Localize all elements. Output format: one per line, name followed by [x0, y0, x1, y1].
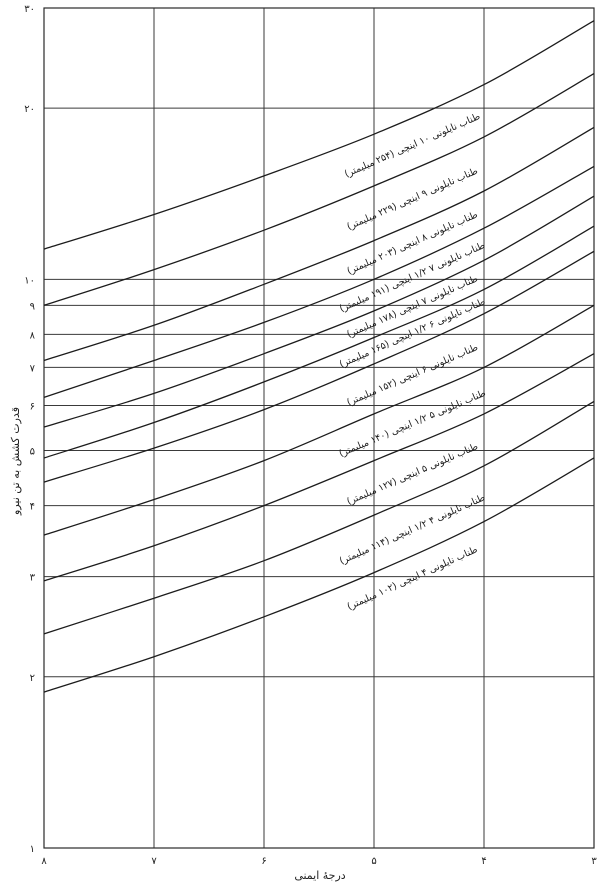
- x-tick-label: ۸: [41, 856, 47, 867]
- series-curves: [43, 20, 595, 693]
- y-tick-label: ۹: [30, 301, 35, 312]
- y-tick-label: ۸: [30, 330, 36, 341]
- series-labels: طناب نایلونی ۱۰ اینچی (۲۵۴ میلیمتر)طناب …: [338, 111, 488, 613]
- y-tick-label: ۱: [30, 844, 35, 855]
- series-curve-5: [43, 225, 595, 459]
- y-tick-label: ۳: [30, 573, 36, 584]
- y-tick-label: ۲: [30, 673, 35, 684]
- y-tick-label: ۴: [30, 502, 35, 513]
- y-tick-label: ۵: [30, 447, 35, 458]
- y-tick-label: ۶: [30, 401, 35, 412]
- x-tick-label: ۶: [261, 856, 266, 867]
- x-axis-title: درجهٔ ایمنی: [294, 869, 345, 882]
- y-axis-title: قدرت کشش به تن نیرو: [9, 407, 22, 516]
- grid: [43, 7, 595, 849]
- series-label-8: طناب نایلونی ۵ اینچی (۱۲۷ میلیمتر): [345, 441, 479, 507]
- series-curve-2: [43, 126, 595, 362]
- series-curve-6: [43, 250, 595, 483]
- series-curve-8: [43, 353, 595, 582]
- series-curve-3: [43, 165, 595, 399]
- series-curve-9: [43, 400, 595, 635]
- tick-labels: ۸ ۷ ۶ ۵ ۴ ۳ ۱ ۲ ۳ ۴ ۵ ۶ ۷ ۸ ۹ ۱۰ ۲۰ ۳۰: [24, 4, 597, 867]
- x-tick-label: ۴: [481, 856, 486, 867]
- plot-frame: [43, 7, 595, 849]
- y-tick-label: ۷: [30, 363, 36, 374]
- series-curve-0: [43, 20, 595, 250]
- series-curve-1: [43, 73, 595, 306]
- y-tick-label: ۳۰: [24, 4, 35, 15]
- series-curve-10: [43, 457, 595, 693]
- series-curve-4: [43, 195, 595, 428]
- x-tick-label: ۵: [371, 856, 376, 867]
- x-tick-label: ۷: [151, 856, 157, 867]
- series-curve-7: [43, 304, 595, 536]
- y-tick-label: ۲۰: [24, 104, 35, 115]
- y-tick-label: ۱۰: [24, 275, 35, 286]
- x-tick-label: ۳: [591, 856, 597, 867]
